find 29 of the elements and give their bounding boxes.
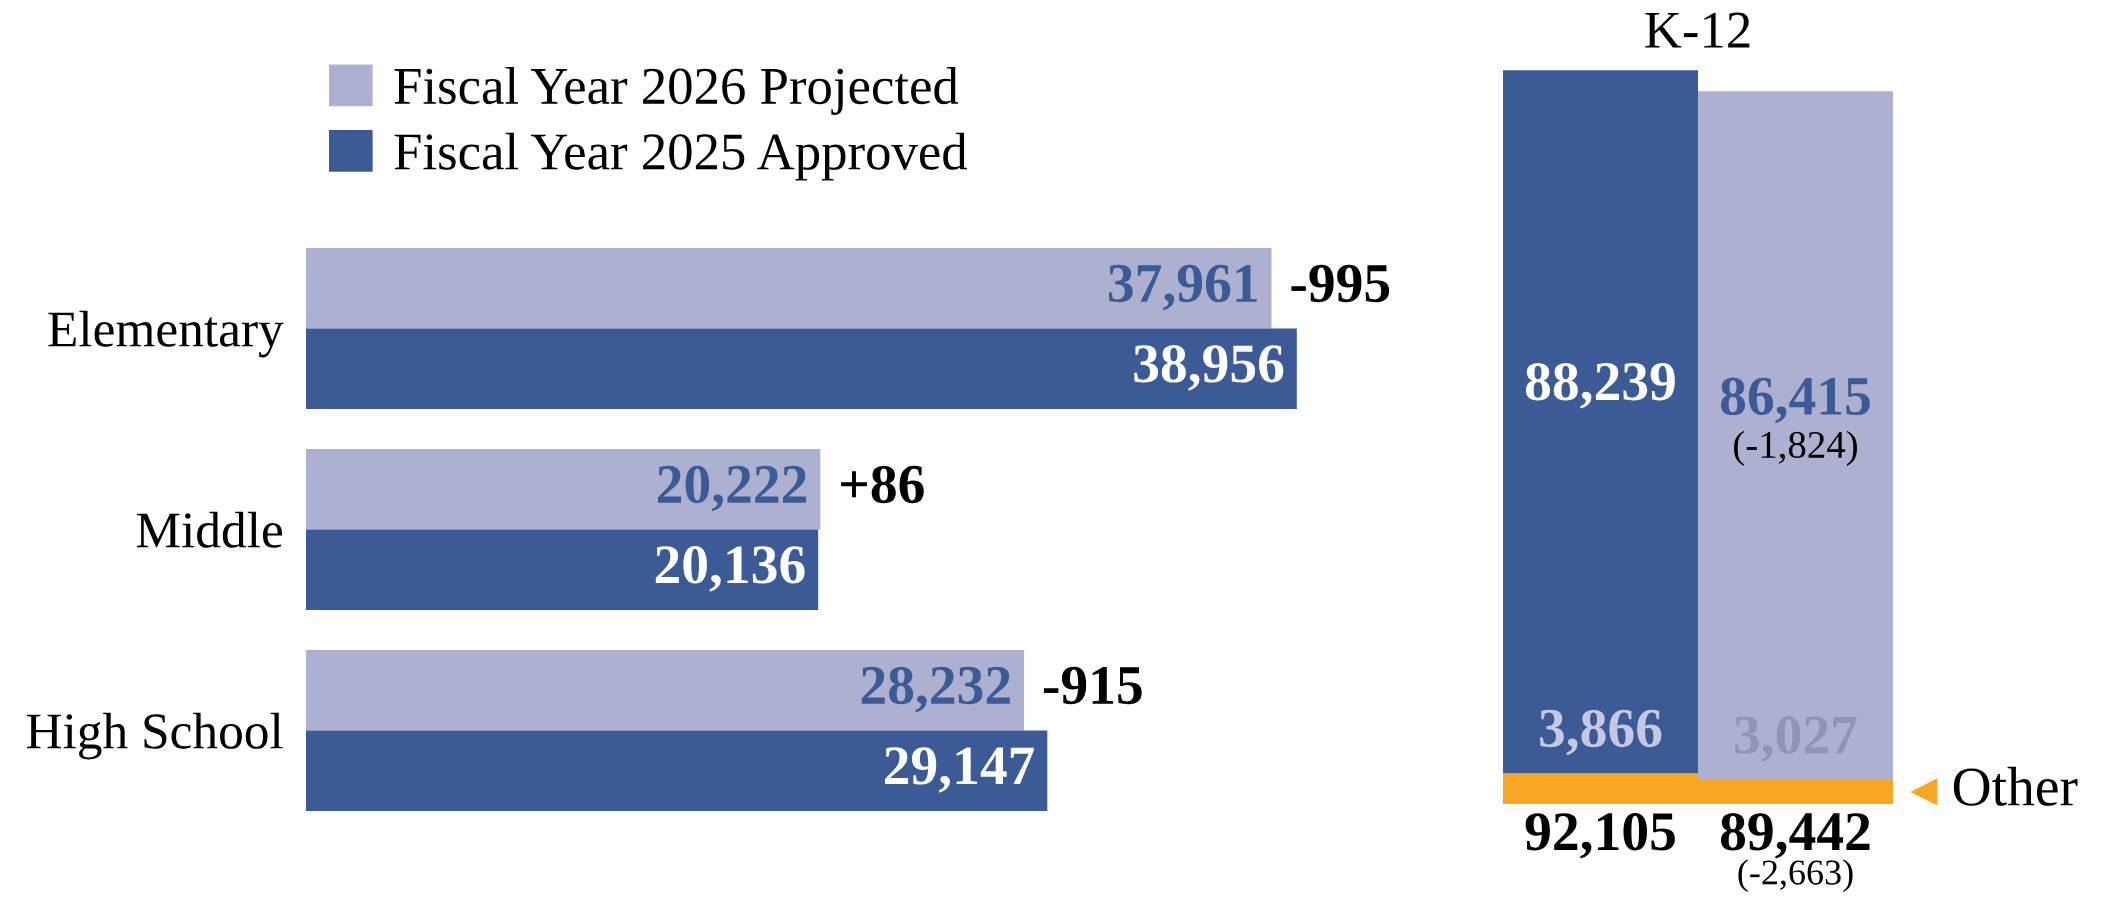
chart-title: K-12 <box>1645 12 1750 48</box>
data-label: 28,232 <box>861 666 1010 713</box>
data-label: 88,239 <box>1525 362 1675 409</box>
data-label: 20,222 <box>658 465 807 512</box>
bar <box>1698 91 1893 780</box>
bar <box>306 730 1048 811</box>
data-label: 20,136 <box>655 546 805 592</box>
bar <box>306 449 821 530</box>
bar <box>306 650 1025 731</box>
annotation: -915 <box>1043 666 1142 705</box>
data-label: 37,961 <box>1108 264 1257 311</box>
annotation: -995 <box>1291 264 1390 303</box>
legend-label: Fiscal Year 2025 Approved <box>394 132 968 181</box>
data-label: 29,147 <box>885 747 1035 793</box>
total-label: 89,442 (-2,663) <box>1720 812 1870 893</box>
bar <box>306 248 1272 329</box>
bar <box>306 328 1297 409</box>
data-label: 86,415 (-1,824) <box>1720 377 1870 466</box>
legend-label: Fiscal Year 2026 Projected <box>394 67 959 115</box>
data-label: 3,866 <box>1540 709 1662 756</box>
bar <box>306 529 819 610</box>
data-label: 38,956 <box>1134 345 1284 391</box>
legend-label: Other <box>1953 766 2078 806</box>
annotation: +86 <box>841 465 924 504</box>
total-label: 92,105 <box>1525 812 1675 859</box>
bar <box>1503 70 1698 774</box>
y-tick-label: Middle <box>136 511 282 548</box>
y-tick-label: Elementary <box>48 310 284 358</box>
y-tick-label: High School <box>26 712 283 760</box>
